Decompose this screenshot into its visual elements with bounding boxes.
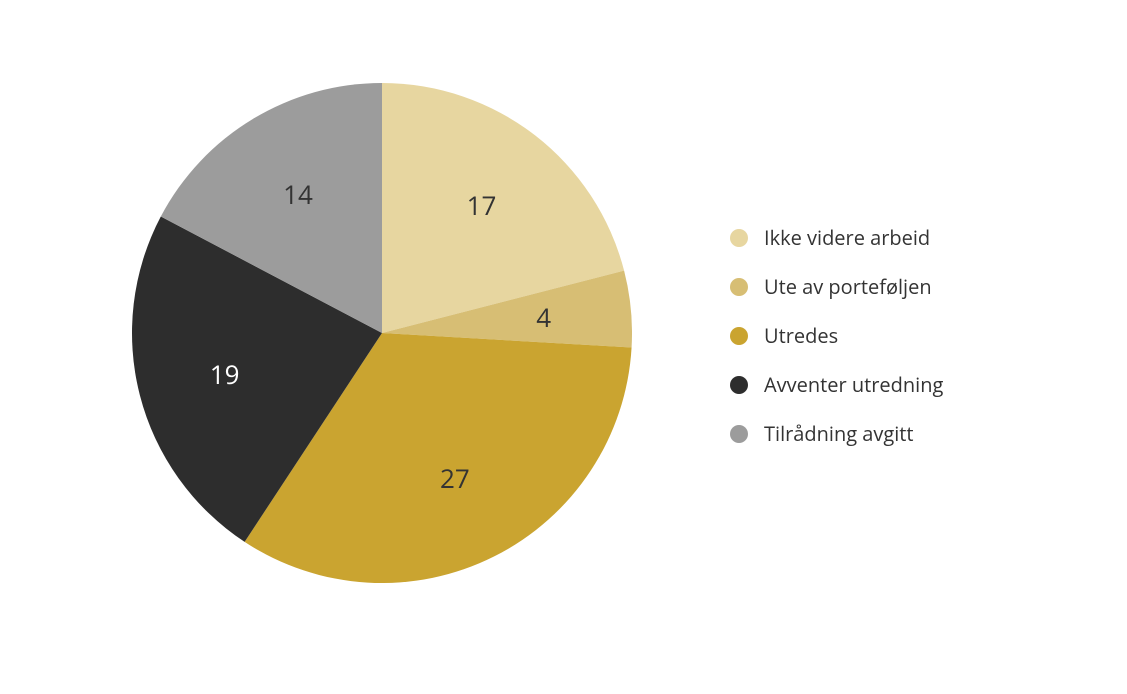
pie-chart — [132, 83, 632, 583]
legend: Ikke videre arbeid Ute av porteføljen Utre… — [730, 224, 943, 447]
legend-item: Avventer utredning — [730, 371, 943, 398]
legend-label: Avventer utredning — [764, 371, 943, 398]
legend-swatch — [730, 327, 748, 345]
legend-swatch — [730, 229, 748, 247]
pie-chart-container: Ikke videre arbeid Ute av porteføljen Utre… — [0, 0, 1127, 694]
legend-item: Utredes — [730, 322, 943, 349]
legend-label: Ute av porteføljen — [764, 273, 932, 300]
legend-swatch — [730, 278, 748, 296]
slice-value-label: 17 — [467, 187, 497, 223]
legend-label: Utredes — [764, 322, 838, 349]
slice-value-label: 4 — [536, 299, 551, 335]
legend-label: Ikke videre arbeid — [764, 224, 930, 251]
legend-item: Tilrådning avgitt — [730, 420, 943, 447]
slice-value-label: 19 — [210, 356, 240, 392]
legend-swatch — [730, 376, 748, 394]
slice-value-label: 27 — [440, 460, 470, 496]
legend-label: Tilrådning avgitt — [764, 420, 914, 447]
legend-swatch — [730, 425, 748, 443]
legend-item: Ute av porteføljen — [730, 273, 943, 300]
legend-item: Ikke videre arbeid — [730, 224, 943, 251]
slice-value-label: 14 — [283, 176, 313, 212]
